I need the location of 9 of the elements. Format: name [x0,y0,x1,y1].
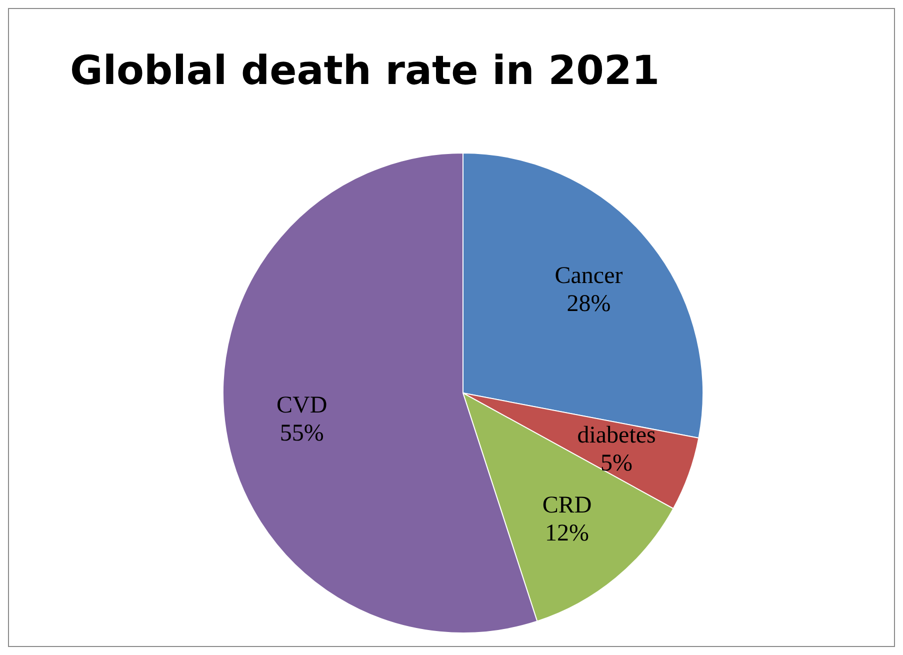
data-label: 55% [280,420,324,447]
data-label: 5% [600,450,633,476]
chart-title: Globlal death rate in 2021 [70,48,660,94]
data-label: 28% [566,290,611,317]
slice-label: CVD [276,392,328,419]
slice-label: CRD [542,492,592,519]
data-label: 12% [545,520,590,547]
slice-label: diabetes [577,422,656,448]
slice-label: Cancer [554,262,623,289]
